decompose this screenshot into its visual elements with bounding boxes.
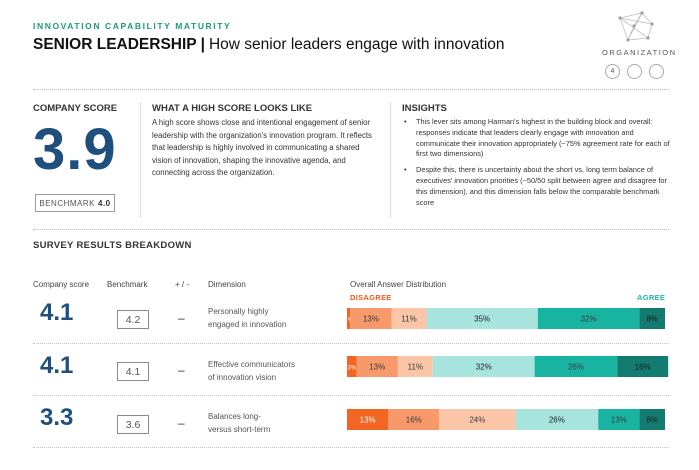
- title-main: SENIOR LEADERSHIP: [33, 36, 197, 53]
- bar-value-label: 11%: [408, 363, 423, 372]
- top-divider: [33, 89, 669, 90]
- insights-list: This lever sits among Harman's highest i…: [402, 117, 670, 213]
- column-divider: [390, 103, 391, 217]
- row-dimension: Effective communicators of innovation vi…: [208, 359, 318, 384]
- step-2[interactable]: [627, 64, 642, 79]
- row-dimension-line: Personally highly: [208, 307, 269, 316]
- company-score-value: 3.9: [33, 117, 117, 182]
- benchmark-value: 4.0: [98, 198, 111, 208]
- bar-segment: [598, 409, 640, 430]
- high-score-description: A high score shows close and intentional…: [152, 118, 372, 178]
- bar-value-label: 13%: [360, 416, 376, 425]
- bar-segment: [639, 308, 665, 329]
- title-separator: |: [200, 36, 205, 53]
- col-header-benchmark: Benchmark: [107, 280, 148, 289]
- col-header-distribution: Overall Answer Distribution: [350, 280, 447, 289]
- step-indicator: 4: [605, 64, 664, 79]
- breakdown-heading: SURVEY RESULTS BREAKDOWN: [33, 240, 192, 251]
- title-subtitle: How senior leaders engage with innovatio…: [208, 36, 505, 53]
- company-score-heading: COMPANY SCORE: [33, 103, 118, 114]
- bar-value-label: 13%: [363, 315, 379, 324]
- bar-segment: [397, 356, 433, 377]
- row-dimension-line: Balances long-: [208, 412, 261, 421]
- bar-segment: [347, 356, 357, 377]
- bar-value-label: 26%: [549, 416, 565, 425]
- row-benchmark: 4.2: [117, 310, 149, 329]
- bar-segment: [347, 409, 389, 430]
- bar-segment: [391, 308, 427, 329]
- step-3[interactable]: [649, 64, 664, 79]
- bar-segment: [537, 308, 640, 329]
- bar-segment: [347, 308, 351, 329]
- insight-item: Despite this, there is uncertainty about…: [402, 165, 670, 208]
- section-kicker: INNOVATION CAPABILITY MATURITY: [33, 21, 232, 31]
- row-dimension-line: engaged in innovation: [208, 319, 287, 329]
- disagree-label: DISAGREE: [350, 293, 392, 302]
- bar-segment: [432, 356, 535, 377]
- row-company-score: 4.1: [40, 299, 74, 326]
- insights-heading: INSIGHTS: [402, 103, 447, 114]
- benchmark-label: BENCHMARK: [39, 198, 95, 208]
- bar-value-label: 24%: [469, 416, 485, 425]
- row-divider: [33, 343, 669, 344]
- row-company-score: 3.3: [40, 404, 74, 431]
- row-dimension: Balances long- versus short-term: [208, 411, 318, 436]
- bar-value-label: 16%: [406, 416, 422, 425]
- bar-value-label: 11%: [401, 315, 416, 324]
- bar-value-label: 13%: [611, 416, 627, 425]
- bar-segment: [617, 356, 669, 377]
- col-header-plus-minus: + / -: [175, 280, 190, 289]
- bar-value-label: 3%: [347, 366, 356, 372]
- bar-segment: [356, 356, 398, 377]
- agree-label: AGREE: [637, 293, 666, 302]
- bar-segment: [639, 409, 665, 430]
- bar-segment: [439, 409, 516, 430]
- row-dimension-line: Effective communicators: [208, 360, 295, 369]
- row-plus-minus: –: [178, 311, 185, 325]
- row-dimension: Personally highly engaged in innovation: [208, 306, 318, 331]
- mid-divider: [33, 229, 669, 230]
- row-divider: [33, 395, 669, 396]
- row-plus-minus: –: [178, 363, 185, 377]
- bar-value-label: 8%: [646, 416, 658, 425]
- benchmark-badge: BENCHMARK 4.0: [35, 194, 115, 212]
- row-benchmark: 4.1: [117, 362, 149, 381]
- organization-network-icon: [618, 11, 654, 42]
- bar-value-label: 32%: [476, 363, 492, 372]
- high-score-heading: WHAT A HIGH SCORE LOOKS LIKE: [152, 103, 313, 114]
- step-1[interactable]: 4: [605, 64, 620, 79]
- bar-value-label: 13%: [369, 363, 385, 372]
- row-dimension-line: of innovation vision: [208, 372, 277, 382]
- col-header-company-score: Company score: [33, 280, 90, 289]
- bar-value-label: 1%: [344, 318, 353, 324]
- bar-value-label: 16%: [635, 363, 651, 372]
- bar-value-label: 8%: [646, 315, 658, 324]
- row-dimension-line: versus short-term: [208, 424, 271, 434]
- column-divider: [140, 103, 141, 217]
- row-plus-minus: –: [178, 416, 185, 430]
- bar-segment: [534, 356, 618, 377]
- insight-item: This lever sits among Harman's highest i…: [402, 117, 670, 160]
- bar-value-label: 35%: [474, 315, 490, 324]
- row-benchmark: 3.6: [117, 415, 149, 434]
- page-title: SENIOR LEADERSHIP | How senior leaders eng…: [33, 36, 505, 54]
- bar-segment: [388, 409, 440, 430]
- bar-segment: [426, 308, 538, 329]
- nav-section-label: ORGANIZATION: [602, 48, 677, 57]
- bar-segment: [515, 409, 599, 430]
- bar-value-label: 26%: [568, 363, 584, 372]
- bar-segment: [350, 308, 392, 329]
- col-header-dimension: Dimension: [208, 280, 246, 289]
- bar-value-label: 32%: [581, 315, 597, 324]
- row-divider: [33, 447, 669, 448]
- row-company-score: 4.1: [40, 352, 74, 379]
